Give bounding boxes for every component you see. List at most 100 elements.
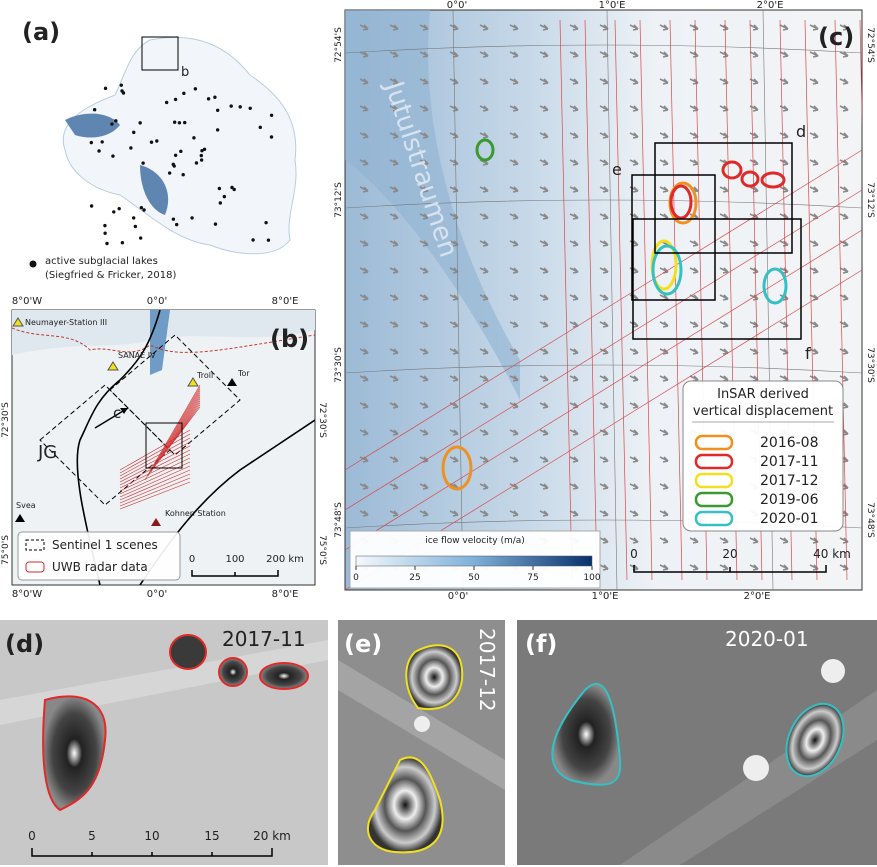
lake-dot bbox=[259, 126, 262, 129]
lake-dot bbox=[229, 104, 232, 107]
lon-label: 8°0'E bbox=[272, 589, 299, 600]
panel-c: Jutulstraumen (c) d e f InSAR derived ve… bbox=[334, 0, 875, 602]
lake-dot bbox=[195, 161, 198, 164]
lon-label: 2°0'E bbox=[757, 0, 784, 11]
lake-dot bbox=[216, 109, 219, 112]
place: Neumayer-Station III bbox=[25, 318, 107, 327]
lat-label: 75°0'S bbox=[317, 535, 327, 565]
lake-dot bbox=[223, 195, 226, 198]
lake-dot bbox=[93, 108, 96, 111]
lake-dot bbox=[270, 114, 273, 117]
legend-text: 2017-11 bbox=[760, 454, 819, 470]
place: Tor bbox=[237, 369, 250, 378]
lake-dot bbox=[139, 236, 142, 239]
panel-label: (d) bbox=[5, 630, 44, 658]
lake-dot bbox=[251, 238, 254, 241]
legend-text: 2019-06 bbox=[760, 492, 819, 508]
lake-dot bbox=[105, 242, 108, 245]
legend-text: 2017-12 bbox=[760, 473, 819, 489]
panel-label: (b) bbox=[270, 325, 309, 353]
inset-label: b bbox=[181, 65, 189, 80]
panel-label: (c) bbox=[818, 23, 854, 51]
lake bbox=[219, 658, 247, 686]
lake-dot bbox=[150, 140, 153, 143]
legend-text: 2016-08 bbox=[760, 435, 819, 451]
lon-label: 0°0' bbox=[447, 0, 467, 11]
lake-dot bbox=[90, 141, 93, 144]
lake-dot bbox=[182, 92, 185, 95]
legend-text: Sentinel 1 scenes bbox=[52, 538, 158, 552]
lat-label: 72°54'S bbox=[865, 27, 875, 63]
lake-dot bbox=[207, 97, 210, 100]
lake-dot bbox=[104, 87, 107, 90]
lake-dot bbox=[203, 148, 206, 151]
lat-label: 73°48'S bbox=[865, 502, 875, 538]
lake-dot bbox=[132, 131, 135, 134]
lake bbox=[406, 645, 462, 709]
lake bbox=[821, 659, 845, 683]
colorbar-tick-label: 50 bbox=[468, 573, 480, 583]
lake-dot bbox=[190, 216, 193, 219]
lake bbox=[743, 755, 769, 781]
lake-dot bbox=[97, 149, 100, 152]
lake-dot bbox=[117, 207, 120, 210]
legend-text: active subglacial lakes bbox=[45, 256, 158, 267]
lake-dot bbox=[218, 187, 221, 190]
panel-label: (a) bbox=[22, 18, 60, 46]
lake-dot bbox=[183, 121, 186, 124]
date-label: 2017-12 bbox=[475, 628, 499, 712]
lake bbox=[260, 663, 308, 689]
lat-label: 73°30'S bbox=[334, 347, 344, 383]
scale-label: 10 bbox=[144, 829, 159, 843]
date-label: 2017-11 bbox=[222, 627, 306, 651]
lake-dot bbox=[267, 238, 270, 241]
colorbar-tick-label: 100 bbox=[583, 573, 600, 583]
scale-label: 40 km bbox=[813, 547, 851, 561]
colorbar-tick-label: 75 bbox=[527, 573, 538, 583]
lake-dot bbox=[172, 163, 175, 166]
lake-dot bbox=[213, 96, 216, 99]
panel-label: (e) bbox=[344, 630, 382, 658]
lat-label: 72°54'S bbox=[334, 27, 344, 63]
panel-label: (f) bbox=[525, 630, 557, 658]
figure: (a) b active subglacial lakes (Siegfried… bbox=[0, 0, 877, 867]
legend-dot bbox=[30, 261, 37, 268]
scale-label: 20 km bbox=[253, 829, 291, 843]
lake-dot bbox=[178, 121, 181, 124]
annotation: c bbox=[113, 404, 121, 422]
lake-dot bbox=[194, 87, 197, 90]
colorbar-ramp bbox=[356, 556, 592, 566]
lake-dot bbox=[181, 173, 184, 176]
colorbar-title: ice flow velocity (m/a) bbox=[425, 536, 525, 546]
legend-title: InSAR derived bbox=[717, 387, 809, 402]
lake-dot bbox=[179, 150, 182, 153]
lake-dot bbox=[219, 201, 222, 204]
lake-dot bbox=[239, 105, 242, 108]
lake-dot bbox=[155, 139, 158, 142]
lake-dot bbox=[174, 154, 177, 157]
box-label: f bbox=[805, 344, 811, 363]
lake-dot bbox=[230, 186, 233, 189]
lake-dot bbox=[172, 217, 175, 220]
lake bbox=[170, 635, 206, 669]
lake-dot bbox=[140, 206, 143, 209]
panel-f: (f) 2020-01 bbox=[517, 620, 877, 865]
place: SANAE IV bbox=[118, 351, 156, 360]
lake-dot bbox=[249, 107, 252, 110]
date-label: 2020-01 bbox=[725, 627, 809, 651]
lake-dot bbox=[120, 89, 123, 92]
scale-label: 100 bbox=[225, 554, 244, 565]
lake-dot bbox=[138, 121, 141, 124]
legend-text: 2020-01 bbox=[760, 511, 819, 527]
panel-d: (d) 2017-11 05101520 km bbox=[0, 620, 328, 865]
lake-dot bbox=[168, 171, 171, 174]
lake-dot bbox=[141, 161, 144, 164]
lake-dot bbox=[173, 121, 176, 124]
scale-label: 5 bbox=[88, 829, 96, 843]
panel-e: (e) 2017-12 bbox=[338, 620, 505, 865]
lake-dot bbox=[175, 223, 178, 226]
lake-dot bbox=[216, 128, 219, 131]
lake-dot bbox=[114, 119, 117, 122]
lat-label: 73°30'S bbox=[865, 347, 875, 383]
lake-dot bbox=[174, 98, 177, 101]
